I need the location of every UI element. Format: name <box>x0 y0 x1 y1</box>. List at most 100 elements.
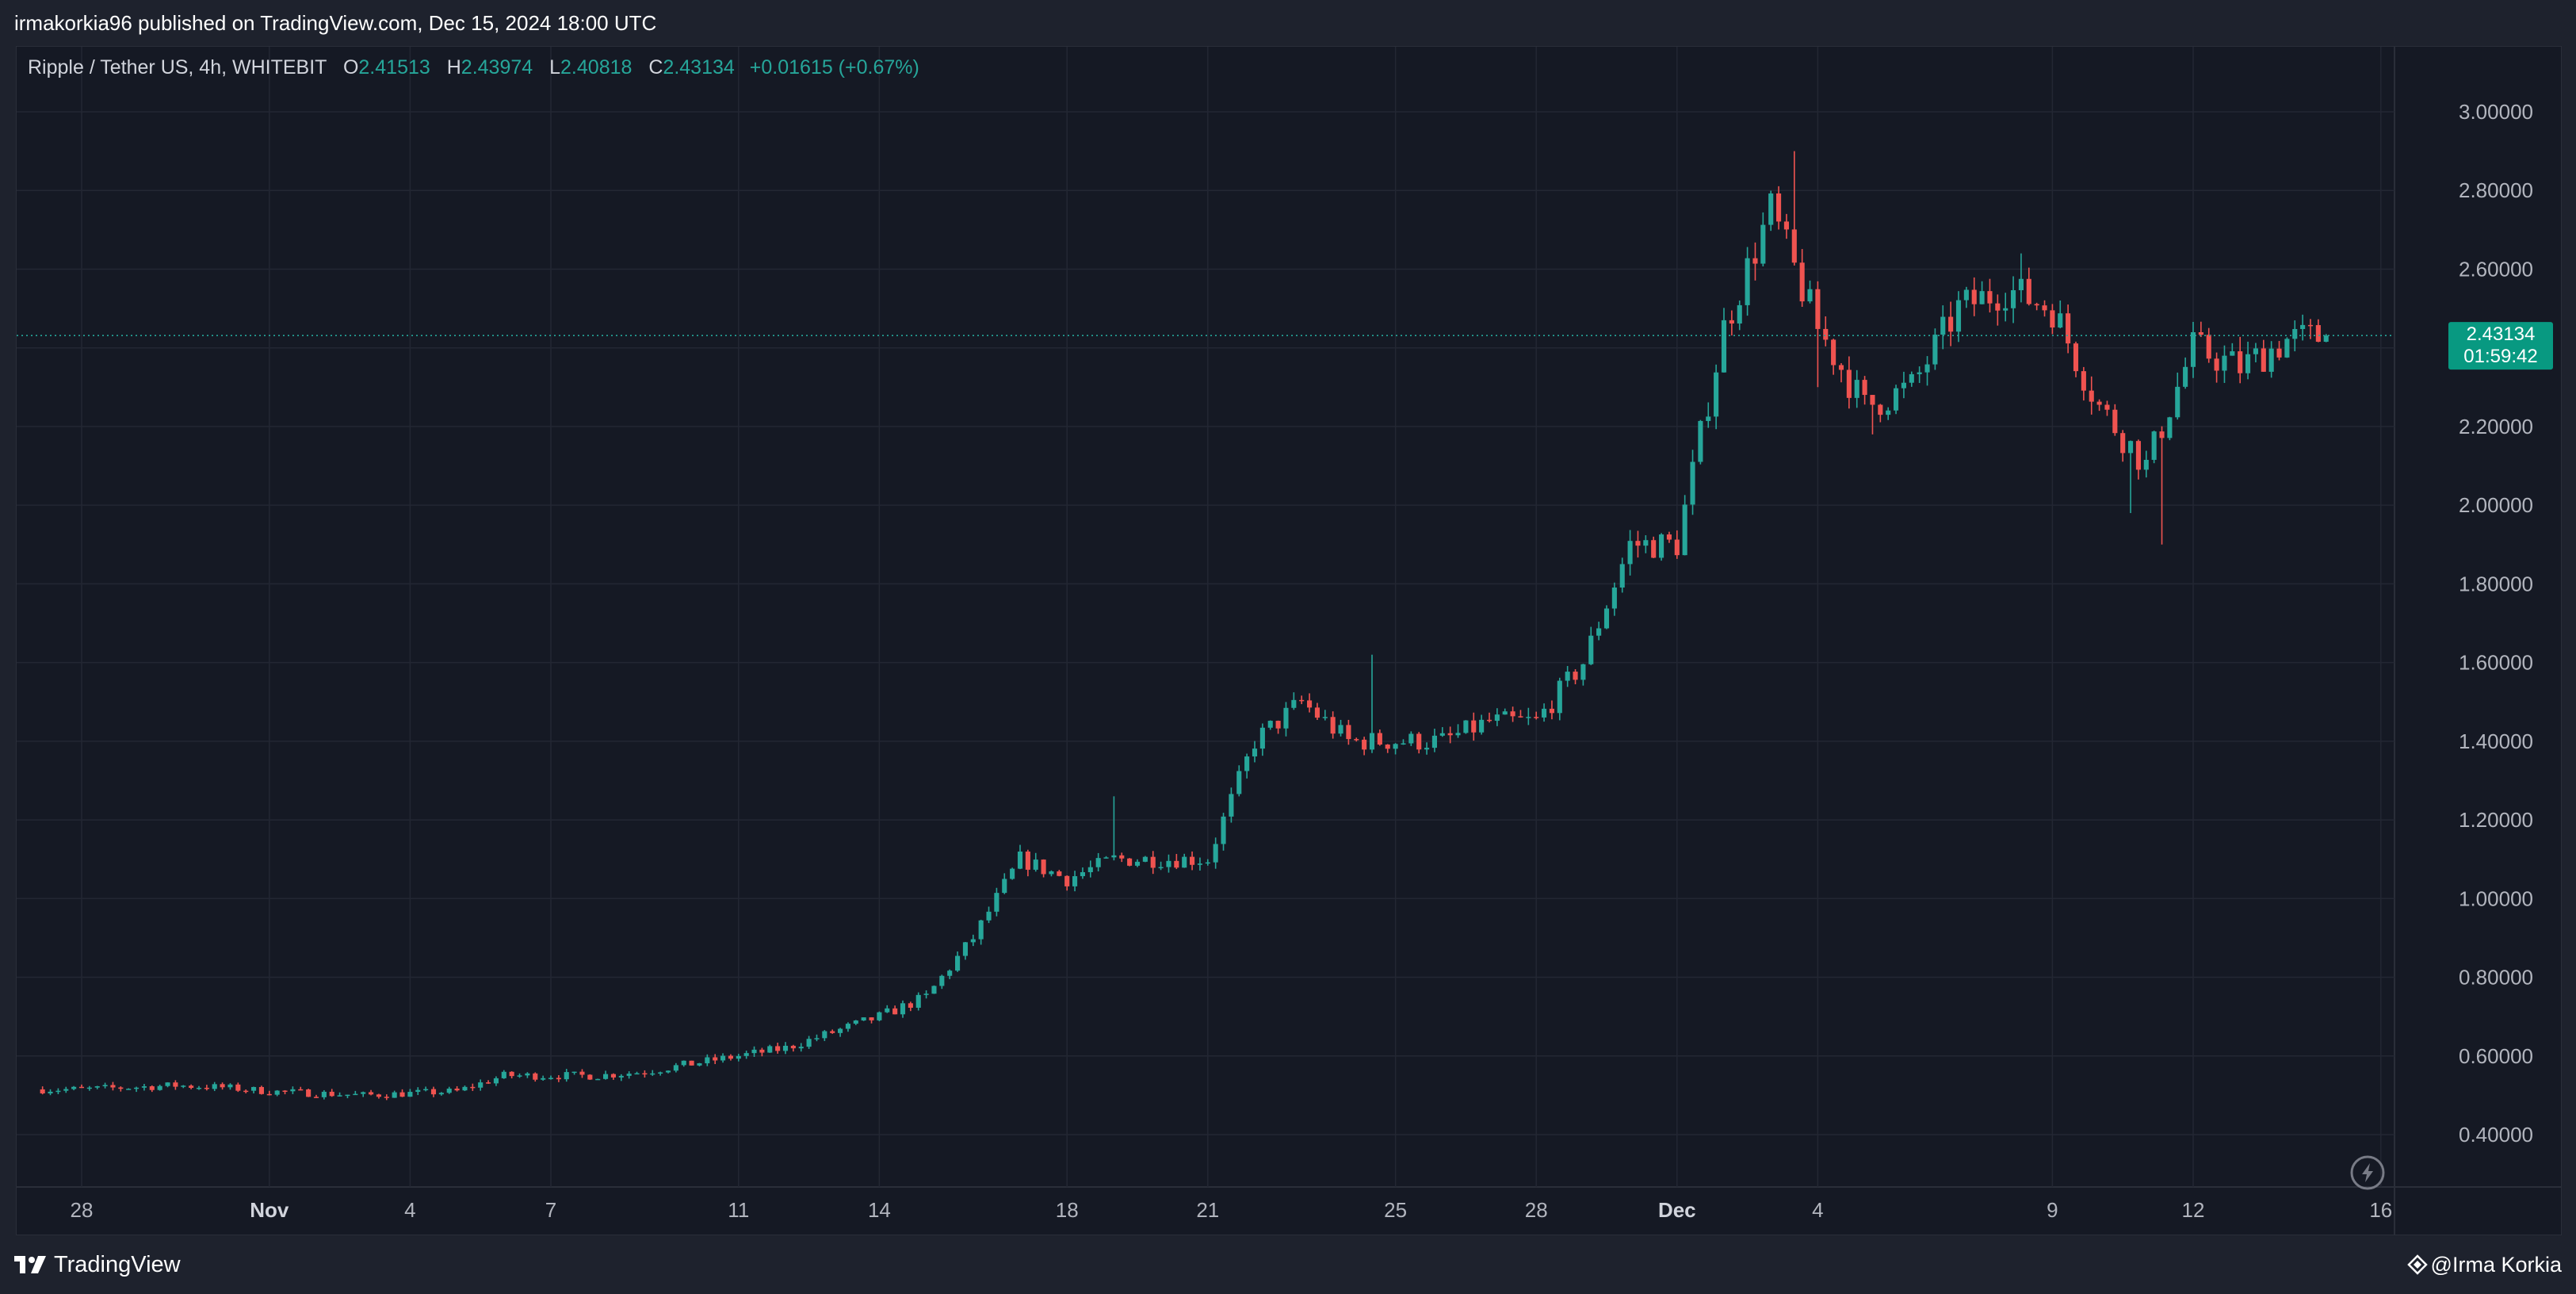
candle <box>869 1016 874 1024</box>
candle-body <box>838 1028 843 1033</box>
candle <box>454 1085 460 1092</box>
candle-body <box>1534 717 1539 718</box>
candle-body <box>1565 672 1570 681</box>
candle-body <box>1573 672 1578 680</box>
publish-info-bar: irmakorkia96 published on TradingView.co… <box>0 0 2576 46</box>
candlestick-chart[interactable]: 0.40000 0.60000 0.80000 1.00000 1.20000 1.400… <box>17 47 2561 1235</box>
candle <box>1901 371 1906 399</box>
x-tick-label: Dec <box>1658 1198 1696 1222</box>
candle <box>423 1086 429 1092</box>
candle <box>517 1073 522 1078</box>
candle <box>1557 677 1562 721</box>
candle <box>1119 852 1125 863</box>
candle <box>1049 870 1054 877</box>
candle <box>1799 249 1805 307</box>
x-tick-label: 9 <box>2047 1198 2058 1222</box>
candle <box>830 1029 835 1034</box>
candle-body <box>728 1055 733 1059</box>
candle-body <box>2206 335 2211 359</box>
candle-body <box>2042 305 2047 311</box>
candle <box>1025 849 1030 877</box>
candle <box>1995 294 2001 326</box>
candle-body <box>1611 588 1617 609</box>
candle-body <box>1377 733 1382 745</box>
candle <box>541 1075 546 1081</box>
y-tick-label: 1.00000 <box>2459 886 2533 910</box>
candle <box>1815 281 1821 388</box>
time-axis[interactable]: 28 Nov 4 7 11 14 18 21 25 28 Dec 4 9 12 16 <box>71 1198 2393 1222</box>
candle <box>2042 300 2047 317</box>
candle <box>838 1028 843 1037</box>
lightning-icon[interactable] <box>2350 1155 2385 1190</box>
candle <box>548 1075 554 1080</box>
candle <box>1917 366 1922 384</box>
candle-body <box>181 1085 186 1087</box>
candle <box>634 1071 640 1075</box>
candle-body <box>1307 700 1313 708</box>
candle-body <box>1244 756 1250 771</box>
candle-body <box>517 1075 522 1077</box>
candle <box>962 941 968 960</box>
candle-body <box>853 1020 858 1024</box>
candle <box>814 1034 820 1042</box>
candle-body <box>900 1003 906 1015</box>
candle-body <box>2104 404 2110 410</box>
candle <box>603 1070 609 1080</box>
author-credit[interactable]: @Irma Korkia <box>2406 1253 2562 1277</box>
candle-body <box>2253 348 2258 354</box>
candle-body <box>399 1092 405 1097</box>
candle-body <box>1463 720 1469 733</box>
candle-body <box>1111 855 1117 858</box>
price-axis[interactable]: 0.40000 0.60000 0.80000 1.00000 1.20000 1.400… <box>2459 47 2533 1147</box>
candle <box>204 1085 209 1091</box>
candle-body <box>1080 872 1085 877</box>
candle-body <box>1838 365 1844 370</box>
candle-body <box>94 1085 100 1088</box>
candle-body <box>845 1024 850 1029</box>
candle-body <box>962 942 968 956</box>
candle <box>376 1093 381 1099</box>
candle <box>2268 341 2274 378</box>
candle <box>2261 339 2266 372</box>
candle <box>392 1090 397 1098</box>
candle-body <box>525 1073 530 1076</box>
candle <box>1307 693 1313 713</box>
y-tick-label: 2.20000 <box>2459 415 2533 438</box>
candle <box>1682 495 1687 556</box>
chart-pane[interactable]: 0.40000 0.60000 0.80000 1.00000 1.20000 1.400… <box>16 46 2562 1235</box>
candle-body <box>1142 856 1148 862</box>
candle <box>1721 308 1727 373</box>
candle <box>55 1088 61 1094</box>
candle-body <box>415 1089 421 1093</box>
candle-body <box>1823 328 1829 340</box>
candle <box>1674 530 1680 559</box>
candle <box>1330 711 1336 739</box>
candle-body <box>1690 461 1695 505</box>
candle-body <box>196 1087 202 1089</box>
candle-body <box>2018 278 2024 291</box>
candle-body <box>1017 851 1023 869</box>
candle-body <box>1057 871 1062 876</box>
candle <box>1886 407 1891 420</box>
candle-body <box>1596 628 1602 636</box>
candle <box>353 1090 358 1096</box>
candle-body <box>78 1086 85 1089</box>
candle <box>1244 753 1250 779</box>
candle <box>1737 301 1742 331</box>
candle-body <box>2128 441 2134 454</box>
candle-body <box>626 1074 632 1076</box>
candle-body <box>603 1074 609 1079</box>
candle <box>1346 719 1351 745</box>
legend-symbol[interactable]: Ripple / Tether US, 4h, WHITEBIT <box>28 56 327 78</box>
candle-body <box>173 1082 178 1087</box>
legend-close-label: C <box>648 56 663 78</box>
candle-body <box>243 1090 249 1093</box>
brand[interactable]: TradingView <box>14 1252 181 1278</box>
candle <box>1095 852 1101 871</box>
candle <box>63 1086 69 1093</box>
candle-body <box>321 1091 327 1097</box>
candle-body <box>470 1086 476 1089</box>
candle-body <box>1283 707 1289 729</box>
candle <box>1439 727 1445 737</box>
candle-body <box>1275 721 1281 729</box>
